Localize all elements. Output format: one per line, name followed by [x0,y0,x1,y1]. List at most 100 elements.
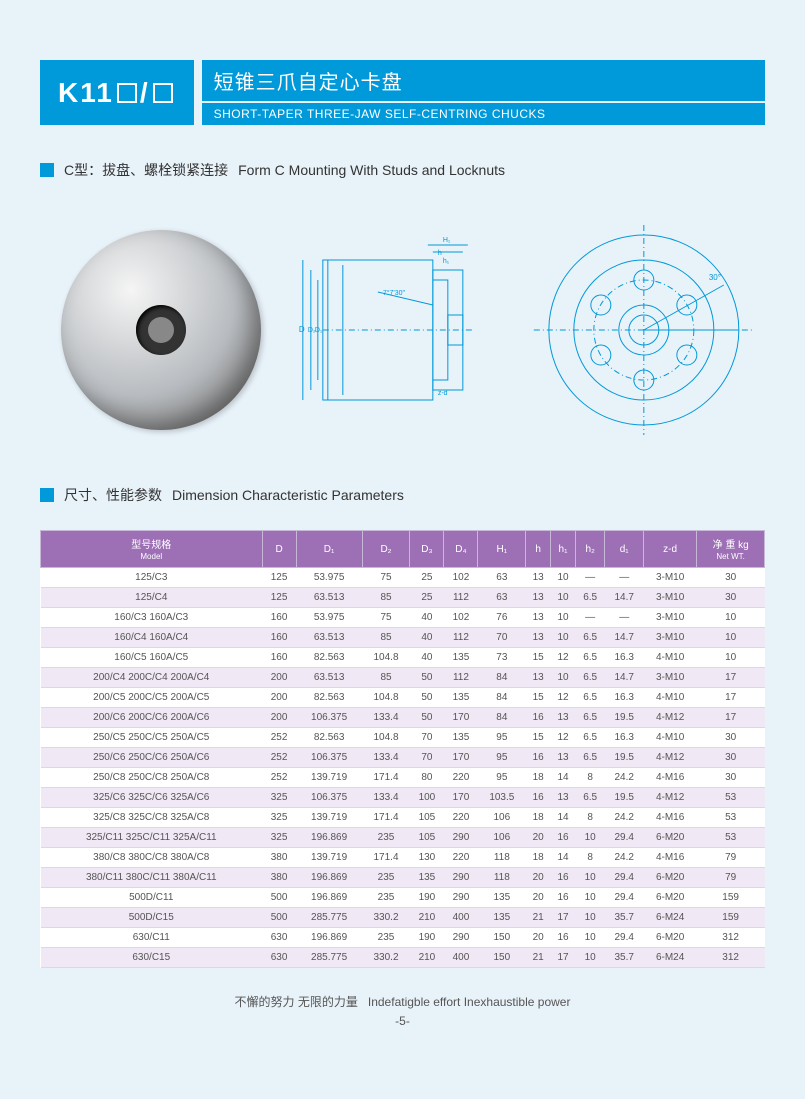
table-cell: 250/C6 250C/C6 250A/C6 [41,748,263,768]
table-cell: 200 [262,688,296,708]
table-cell: 70 [410,748,444,768]
table-cell: 160 [262,608,296,628]
table-cell: 190 [410,928,444,948]
svg-text:H₁: H₁ [443,237,451,244]
table-cell: 135 [444,688,478,708]
table-cell: 10 [551,628,576,648]
table-row: 325/C6 325C/C6 325A/C6325106.375133.4100… [41,788,765,808]
svg-text:D₁: D₁ [315,327,323,334]
table-row: 200/C4 200C/C4 200A/C420063.513855011284… [41,668,765,688]
table-cell: 10 [575,888,604,908]
table-cell: 4-M10 [644,648,697,668]
table-cell: 70 [410,728,444,748]
table-cell: 16 [551,888,576,908]
table-cell: 79 [697,848,765,868]
table-cell: 20 [526,888,551,908]
table-cell: 106.375 [296,708,362,728]
table-cell: 135 [410,868,444,888]
table-cell: 73 [478,648,526,668]
table-cell: 4-M10 [644,728,697,748]
table-cell: 105 [410,808,444,828]
table-cell: 6-M20 [644,928,697,948]
table-cell: 104.8 [362,648,410,668]
table-header: D₄ [444,531,478,568]
table-cell: 14 [551,808,576,828]
table-cell: 106.375 [296,748,362,768]
table-header: h [526,531,551,568]
table-cell: 103.5 [478,788,526,808]
table-row: 250/C8 250C/C8 250A/C8252139.719171.4802… [41,768,765,788]
table-cell: 196.869 [296,888,362,908]
table-cell: 4-M12 [644,748,697,768]
table-cell: 15 [526,688,551,708]
table-cell: 6.5 [575,688,604,708]
table-cell: 171.4 [362,848,410,868]
table-cell: 135 [444,728,478,748]
table-cell: 10 [551,588,576,608]
table-cell: 330.2 [362,908,410,928]
table-cell: 10 [551,568,576,588]
table-cell: 200 [262,668,296,688]
section-c-en: Form C Mounting With Studs and Locknuts [238,162,505,178]
table-cell: 252 [262,728,296,748]
table-cell: 380/C11 380C/C11 380A/C11 [41,868,263,888]
table-cell: 10 [697,628,765,648]
table-cell: 3-M10 [644,588,697,608]
table-cell: 25 [410,588,444,608]
table-cell: 10 [575,928,604,948]
table-cell: 76 [478,608,526,628]
table-cell: 17 [697,668,765,688]
table-cell: 35.7 [605,948,644,968]
table-cell: 325/C6 325C/C6 325A/C6 [41,788,263,808]
table-cell: 53 [697,788,765,808]
table-cell: 13 [526,668,551,688]
table-row: 500D/C11500196.86923519029013520161029.4… [41,888,765,908]
table-cell: 325 [262,808,296,828]
table-cell: 18 [526,848,551,868]
table-cell: 400 [444,908,478,928]
table-cell: 285.775 [296,908,362,928]
table-cell: 17 [551,908,576,928]
table-cell: 84 [478,688,526,708]
table-cell: 133.4 [362,788,410,808]
table-cell: 150 [478,928,526,948]
table-cell: 4-M16 [644,808,697,828]
table-row: 325/C11 325C/C11 325A/C11325196.86923510… [41,828,765,848]
table-cell: 13 [551,708,576,728]
table-cell: 10 [551,668,576,688]
svg-text:D: D [299,325,305,334]
table-row: 380/C11 380C/C11 380A/C11380196.86923513… [41,868,765,888]
table-cell: 6.5 [575,788,604,808]
table-cell: 112 [444,588,478,608]
table-cell: 150 [478,948,526,968]
table-cell: 4-M16 [644,768,697,788]
svg-text:h₁: h₁ [443,258,450,265]
table-cell: 235 [362,868,410,888]
table-cell: 133.4 [362,748,410,768]
table-cell: 3-M10 [644,668,697,688]
table-cell: 19.5 [605,788,644,808]
table-cell: 3-M10 [644,568,697,588]
table-cell: 30 [697,568,765,588]
table-cell: 630/C15 [41,948,263,968]
table-cell: 200/C6 200C/C6 200A/C6 [41,708,263,728]
table-row: 200/C6 200C/C6 200A/C6200106.375133.4501… [41,708,765,728]
table-row: 125/C312553.9757525102631310——3-M1030 [41,568,765,588]
table-cell: 325 [262,828,296,848]
table-cell: 21 [526,948,551,968]
table-cell: — [575,568,604,588]
table-cell: 118 [478,848,526,868]
table-cell: 16 [526,708,551,728]
table-row: 630/C11630196.86923519029015020161029.46… [41,928,765,948]
table-cell: 159 [697,888,765,908]
table-row: 160/C4 160A/C416063.51385401127013106.51… [41,628,765,648]
table-cell: 4-M16 [644,848,697,868]
table-cell: 106.375 [296,788,362,808]
table-header: z-d [644,531,697,568]
table-cell: 10 [575,868,604,888]
table-cell: 12 [551,728,576,748]
front-view-drawing: 30° [523,220,765,440]
table-cell: 16 [526,788,551,808]
table-cell: 190 [410,888,444,908]
table-header: H₁ [478,531,526,568]
